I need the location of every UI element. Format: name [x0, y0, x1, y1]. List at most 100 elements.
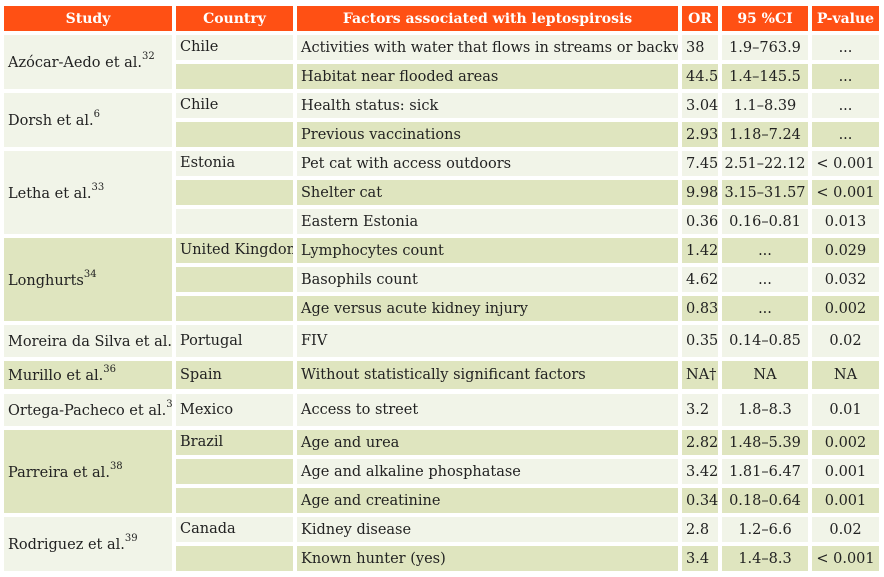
or-cell: 0.35 — [682, 325, 718, 357]
ci-cell: 1.9–763.9 — [722, 35, 808, 60]
study-cell: Ortega-Pacheco et al.37 — [4, 394, 172, 426]
study-reference: 6 — [93, 109, 100, 121]
study-name: Murillo et al. — [8, 367, 104, 384]
factor-cell: Pet cat with access outdoors — [297, 151, 678, 176]
ci-cell: 0.14–0.85 — [722, 325, 808, 357]
header-country: Country — [176, 6, 293, 31]
or-cell: 1.42 — [682, 238, 718, 263]
ci-cell: 1.1–8.39 — [722, 93, 808, 118]
country-cell — [176, 488, 293, 513]
country-cell — [176, 459, 293, 484]
or-cell: 0.83 — [682, 296, 718, 321]
ci-cell: 1.4–145.5 — [722, 64, 808, 89]
ci-cell: NA — [722, 361, 808, 389]
pvalue-cell: < 0.001 — [812, 180, 879, 205]
pvalue-cell: 0.001 — [812, 459, 879, 484]
pvalue-cell: 0.001 — [812, 488, 879, 513]
or-cell: 2.82 — [682, 430, 718, 455]
ci-cell: ... — [722, 296, 808, 321]
or-cell: 38 — [682, 35, 718, 60]
pvalue-cell: 0.01 — [812, 394, 879, 426]
factor-cell: Previous vaccinations — [297, 122, 678, 147]
factor-cell: FIV — [297, 325, 678, 357]
pvalue-cell: < 0.001 — [812, 546, 879, 571]
country-cell — [176, 180, 293, 205]
factor-cell: Without statistically significant factor… — [297, 361, 678, 389]
country-cell: Spain — [176, 361, 293, 389]
study-cell: Azócar-Aedo et al.32 — [4, 35, 172, 89]
or-cell: 3.2 — [682, 394, 718, 426]
pvalue-cell: ... — [812, 64, 879, 89]
country-cell — [176, 267, 293, 292]
pvalue-cell: 0.013 — [812, 209, 879, 234]
factor-cell: Basophils count — [297, 267, 678, 292]
factor-cell: Lymphocytes count — [297, 238, 678, 263]
study-name: Rodriguez et al. — [8, 536, 125, 553]
pvalue-cell: < 0.001 — [812, 151, 879, 176]
study-cell: Murillo et al.36 — [4, 361, 172, 389]
ci-cell: 1.18–7.24 — [722, 122, 808, 147]
country-cell: Canada — [176, 517, 293, 542]
factor-cell: Habitat near flooded areas — [297, 64, 678, 89]
factor-cell: Age and creatinine — [297, 488, 678, 513]
ci-cell: 0.18–0.64 — [722, 488, 808, 513]
header-or: OR — [682, 6, 718, 31]
country-cell: Chile — [176, 35, 293, 60]
pvalue-cell: NA — [812, 361, 879, 389]
factor-cell: Age versus acute kidney injury — [297, 296, 678, 321]
header-ci: 95 %CI — [722, 6, 808, 31]
factor-cell: Known hunter (yes) — [297, 546, 678, 571]
country-cell: Chile — [176, 93, 293, 118]
or-cell: 2.8 — [682, 517, 718, 542]
ci-cell: 2.51–22.12 — [722, 151, 808, 176]
country-cell — [176, 64, 293, 89]
study-cell: Moreira da Silva et al.35 — [4, 325, 172, 357]
factor-cell: Age and urea — [297, 430, 678, 455]
study-cell: Longhurts34 — [4, 238, 172, 321]
or-cell: 3.04 — [682, 93, 718, 118]
header-study: Study — [4, 6, 172, 31]
study-reference: 34 — [83, 268, 97, 280]
study-name: Azócar-Aedo et al. — [8, 54, 143, 71]
study-name: Letha et al. — [8, 185, 92, 202]
or-cell: 44.5 — [682, 64, 718, 89]
study-name: Moreira da Silva et al. — [8, 333, 172, 350]
study-reference: 36 — [103, 364, 117, 376]
pvalue-cell: ... — [812, 35, 879, 60]
study-reference: 39 — [124, 533, 138, 545]
factor-cell: Activities with water that flows in stre… — [297, 35, 678, 60]
study-reference: 33 — [91, 181, 105, 193]
ci-cell: 3.15–31.57 — [722, 180, 808, 205]
factor-cell: Health status: sick — [297, 93, 678, 118]
factor-cell: Shelter cat — [297, 180, 678, 205]
or-cell: NA† — [682, 361, 718, 389]
pvalue-cell: ... — [812, 122, 879, 147]
pvalue-cell: 0.002 — [812, 430, 879, 455]
header-factors: Factors associated with leptospirosis — [297, 6, 678, 31]
country-cell: Mexico — [176, 394, 293, 426]
pvalue-cell: 0.029 — [812, 238, 879, 263]
study-cell: Letha et al.33 — [4, 151, 172, 234]
ci-cell: 1.4–8.3 — [722, 546, 808, 571]
ci-cell: 1.48–5.39 — [722, 430, 808, 455]
country-cell — [176, 122, 293, 147]
or-cell: 9.98 — [682, 180, 718, 205]
ci-cell: 1.8–8.3 — [722, 394, 808, 426]
study-reference: 38 — [109, 460, 123, 472]
study-reference: 37 — [166, 399, 172, 411]
study-cell: Parreira et al.38 — [4, 430, 172, 513]
country-cell: Brazil — [176, 430, 293, 455]
country-cell — [176, 546, 293, 571]
ci-cell: 1.2–6.6 — [722, 517, 808, 542]
country-cell — [176, 209, 293, 234]
study-name: Parreira et al. — [8, 464, 110, 481]
factor-cell: Age and alkaline phosphatase — [297, 459, 678, 484]
study-name: Dorsh et al. — [8, 112, 94, 129]
country-cell: United Kingdom — [176, 238, 293, 263]
or-cell: 7.45 — [682, 151, 718, 176]
country-cell: Portugal — [176, 325, 293, 357]
study-name: Longhurts — [8, 272, 84, 289]
ci-cell: ... — [722, 238, 808, 263]
or-cell: 3.42 — [682, 459, 718, 484]
study-cell: Dorsh et al.6 — [4, 93, 172, 147]
